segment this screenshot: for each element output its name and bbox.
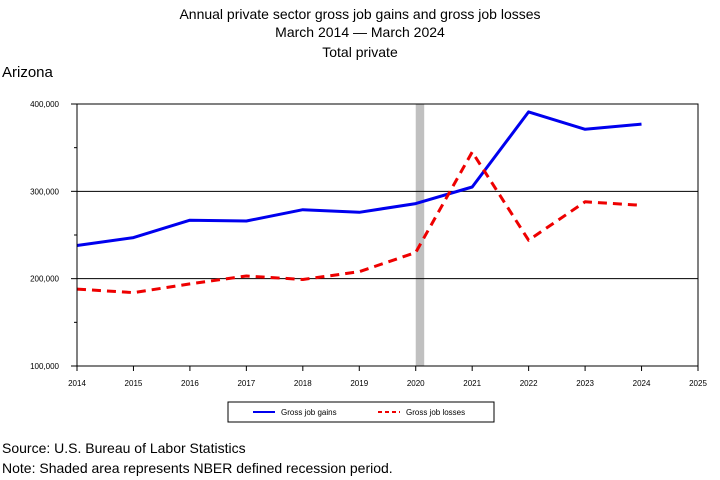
series-line-job-gains: [76, 110, 642, 247]
x-axis: 2014 2015 2016 2017 2018 2019 2020 2021 2022 2023…: [68, 366, 707, 388]
y-tick-label: 400,000: [30, 100, 59, 109]
y-axis: 100,000 200,000 300,000 400,000: [30, 100, 77, 371]
x-tick-label: 2016: [181, 379, 199, 388]
x-tick-label: 2025: [689, 379, 707, 388]
x-tick-label: 2014: [68, 379, 86, 388]
y-tick-label: 200,000: [30, 275, 59, 284]
legend-box: [227, 401, 495, 423]
x-tick-label: 2020: [407, 379, 425, 388]
x-tick-label: 2024: [633, 379, 651, 388]
source-note: Source: U.S. Bureau of Labor Statistics: [2, 440, 246, 456]
x-tick-label: 2018: [294, 379, 312, 388]
plot-frame: [76, 103, 699, 367]
x-tick-label: 2017: [237, 379, 255, 388]
chart-title: Annual private sector gross job gains an…: [179, 6, 541, 22]
chart-subtitle-2: Total private: [322, 44, 398, 60]
x-tick-label: 2021: [463, 379, 481, 388]
legend: Gross job gains Gross job losses: [227, 401, 495, 423]
series-group: [76, 110, 642, 295]
grid-lines: [77, 190, 698, 280]
legend-label-job-losses: Gross job losses: [406, 408, 465, 417]
y-tick-label: 100,000: [30, 362, 59, 371]
recession-shading-group: [415, 104, 425, 366]
y-tick-label: 300,000: [30, 187, 59, 196]
chart-subtitle: March 2014 — March 2024: [275, 24, 445, 40]
x-tick-label: 2019: [350, 379, 368, 388]
region-label: Arizona: [2, 64, 53, 81]
series-line-job-losses: [76, 150, 642, 295]
x-tick-label: 2023: [576, 379, 594, 388]
x-tick-label: 2022: [520, 379, 538, 388]
recession-note: Note: Shaded area represents NBER define…: [2, 460, 393, 476]
x-tick-label: 2015: [125, 379, 143, 388]
recession-shading: [415, 104, 425, 366]
legend-label-job-gains: Gross job gains: [281, 408, 337, 417]
